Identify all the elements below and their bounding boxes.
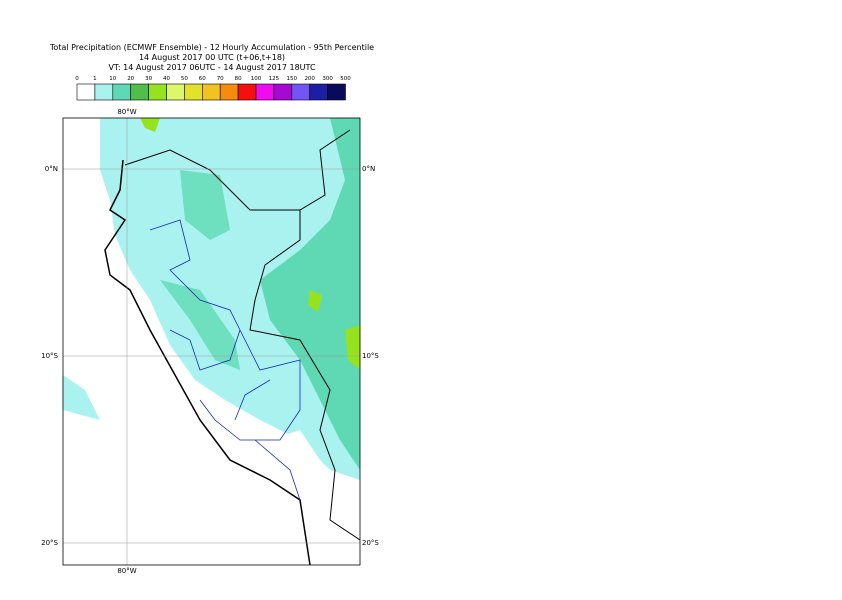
legend-swatch [94, 83, 114, 101]
lat-label: 20°S [41, 539, 58, 547]
lat-label: 10°S [41, 352, 58, 360]
map-frame [62, 117, 361, 566]
legend-label: 50 [181, 76, 188, 82]
legend-swatch [202, 83, 221, 101]
legend-label: 10 [109, 76, 116, 82]
legend-swatch [148, 83, 167, 101]
legend-swatch [184, 83, 203, 101]
precip-heavy [308, 290, 322, 312]
legend-swatch [273, 83, 293, 101]
precip-heavy [140, 118, 160, 132]
legend-swatch [255, 83, 275, 101]
legend-label: 80 [235, 76, 242, 82]
title-line: Total Precipitation (ECMWF Ensemble) - 1… [49, 43, 374, 52]
legend-label: 100 [251, 76, 262, 82]
legend-swatch [237, 83, 257, 101]
legend-label: 300 [322, 76, 333, 82]
legend-label: 30 [145, 76, 152, 82]
precip-light [100, 118, 360, 480]
legend-label: 40 [163, 76, 170, 82]
region-border [149, 219, 301, 501]
lon-label: 80°W [117, 567, 136, 575]
legend-label: 60 [199, 76, 206, 82]
legend-label: 20 [127, 76, 134, 82]
map: 80°W 80°W 0°N 10°S 20°S 0°N 10°S 20°S [41, 108, 379, 575]
legend-label: 70 [217, 76, 224, 82]
lat-label: 10°S [362, 352, 379, 360]
country-border [124, 129, 360, 541]
precip-light [63, 375, 100, 420]
title-line: 14 August 2017 00 UTC (t+06,t+18) [139, 53, 285, 62]
legend-label: 150 [287, 76, 298, 82]
precip-moderate [160, 280, 240, 370]
precip-heavy [345, 325, 360, 370]
legend-swatch [166, 83, 185, 101]
lon-label: 80°W [117, 108, 136, 116]
lat-label: 20°S [362, 539, 379, 547]
legend-swatch [291, 83, 310, 101]
legend: 0 1 10 20 30 40 50 60 70 80 100 125 150 200 300 500 [75, 76, 351, 101]
legend-swatch [112, 83, 132, 101]
legend-label: 500 [340, 76, 351, 82]
legend-label: 125 [269, 76, 280, 82]
legend-label: 200 [304, 76, 315, 82]
lat-label: 0°N [45, 165, 58, 173]
legend-swatch [76, 83, 96, 101]
legend-label: 1 [93, 76, 97, 82]
precip-moderate [180, 170, 230, 240]
legend-swatch [309, 83, 328, 101]
dry-area [200, 430, 320, 500]
legend-swatch [130, 83, 149, 101]
legend-label: 0 [75, 76, 79, 82]
lat-label: 0°N [362, 165, 375, 173]
legend-swatch [327, 83, 346, 101]
legend-swatch [219, 83, 239, 101]
title-line: VT: 14 August 2017 06UTC - 14 August 201… [108, 63, 316, 72]
coastline [104, 159, 311, 565]
header: Total Precipitation (ECMWF Ensemble) - 1… [49, 43, 374, 72]
